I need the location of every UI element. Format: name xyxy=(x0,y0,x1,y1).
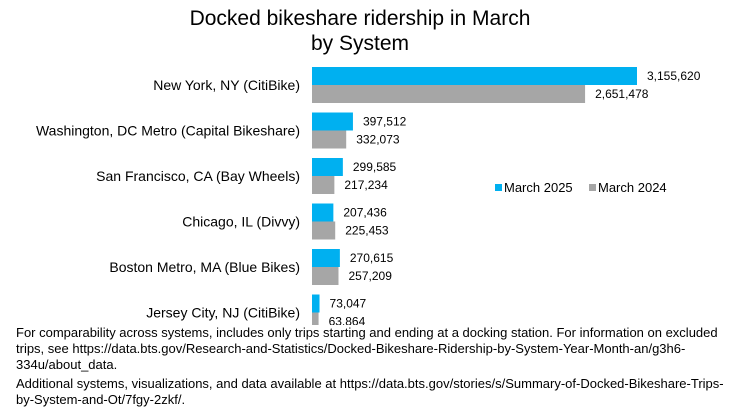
data-label-march-2024: 225,453 xyxy=(345,224,389,238)
bar-march-2025 xyxy=(312,112,353,131)
data-label-march-2024: 257,209 xyxy=(348,269,392,283)
legend-label: March 2025 xyxy=(504,180,573,195)
bar-march-2024 xyxy=(312,221,336,240)
data-label-march-2024: 332,073 xyxy=(356,133,400,147)
data-label-march-2025: 397,512 xyxy=(363,115,407,129)
data-label-march-2025: 3,155,620 xyxy=(647,69,701,83)
bar-march-2024 xyxy=(312,85,586,103)
data-label-march-2024: 63,864 xyxy=(329,315,366,326)
data-label-march-2025: 270,615 xyxy=(350,251,394,265)
category-label: San Francisco, CA (Bay Wheels) xyxy=(96,168,300,184)
bar-march-2024 xyxy=(312,312,319,325)
data-label-march-2025: 299,585 xyxy=(353,160,397,174)
chart-title-line-2: by System xyxy=(310,32,410,55)
chart-title-line-1: Docked bikeshare ridership in March xyxy=(189,7,531,30)
bar-chart: New York, NY (CitiBike) 3,155,620 2,651,47… xyxy=(36,67,701,326)
bar-march-2025 xyxy=(312,294,320,313)
category-label: New York, NY (CitiBike) xyxy=(153,77,300,93)
category-label: Boston Metro, MA (Blue Bikes) xyxy=(109,259,300,275)
data-label-march-2024: 217,234 xyxy=(344,178,388,192)
footnote-comparability: For comparability across systems, includ… xyxy=(16,325,718,372)
legend-swatch xyxy=(495,184,502,191)
data-label-march-2025: 207,436 xyxy=(343,206,387,220)
category-label: Chicago, IL (Divvy) xyxy=(182,214,300,230)
bar-march-2025 xyxy=(312,203,334,222)
category-label: Washington, DC Metro (Capital Bikeshare) xyxy=(36,123,300,139)
bar-march-2024 xyxy=(312,267,339,285)
bar-march-2025 xyxy=(312,158,343,176)
bar-march-2024 xyxy=(312,130,347,149)
bar-march-2025 xyxy=(312,67,637,85)
category-label: Jersey City, NJ (CitiBike) xyxy=(146,305,300,321)
data-label-march-2025: 73,047 xyxy=(330,297,367,311)
data-label-march-2024: 2,651,478 xyxy=(595,87,649,101)
legend-label: March 2024 xyxy=(598,180,667,195)
bar-march-2024 xyxy=(312,176,335,194)
footnote-more-data: Additional systems, visualizations, and … xyxy=(16,376,724,407)
legend-swatch xyxy=(589,184,596,191)
bar-march-2025 xyxy=(312,249,340,267)
